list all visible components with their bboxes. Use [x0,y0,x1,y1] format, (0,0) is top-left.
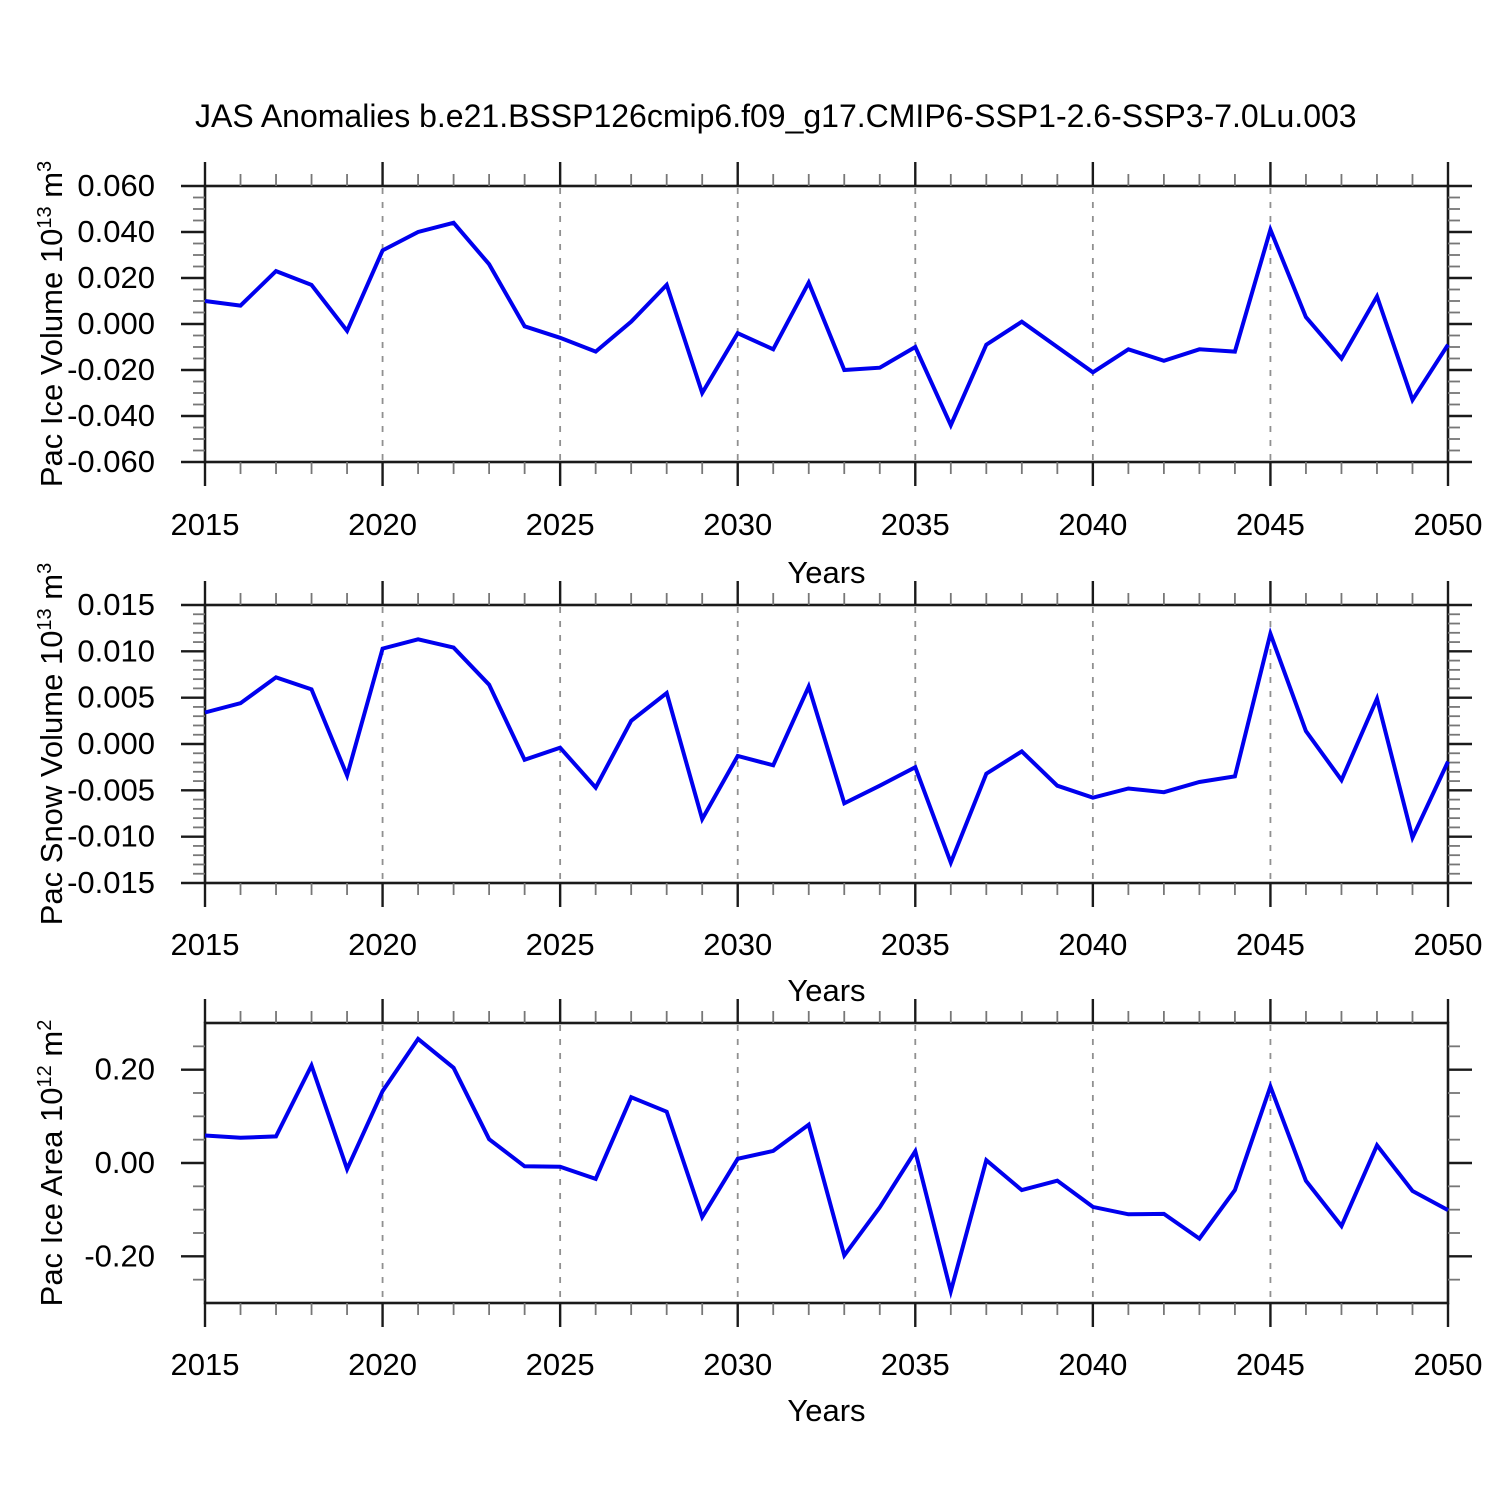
y-tick-label: 0.015 [77,587,155,622]
x-tick-label: 2015 [171,1347,240,1382]
y-tick-label: 0.040 [77,214,155,249]
x-tick-label: 2020 [348,1347,417,1382]
pac_ice_area-line [204,1035,1449,1300]
pac_snow_volume-line [204,626,1450,869]
x-tick-label: 2045 [1236,507,1305,542]
x-tick-label: 2025 [526,507,595,542]
y-tick-label: -0.040 [67,398,155,433]
x-tick-label: 2045 [1236,927,1305,962]
x-tick-label: 2025 [526,1347,595,1382]
y-tick-label: -0.010 [67,819,155,854]
y-tick-label: 0.000 [77,306,155,341]
x-tick-label: 2050 [1414,927,1483,962]
y-tick-label: -0.015 [67,865,155,900]
y-tick-label: 0.060 [77,168,155,203]
y-tick-label: 0.020 [77,260,155,295]
x-tick-label: 2030 [703,507,772,542]
x-tick-label: 2040 [1058,507,1127,542]
y-tick-label: 0.000 [77,726,155,761]
y-tick-label: -0.20 [84,1238,155,1273]
x-tick-label: 2035 [881,927,950,962]
y-tick-label: 0.00 [95,1145,155,1180]
y-tick-label: 0.005 [77,680,155,715]
x-axis-label: Years [787,1393,865,1428]
y-tick-label: 0.20 [95,1052,155,1087]
chart-title: JAS Anomalies b.e21.BSSP126cmip6.f09_g17… [195,98,1357,134]
x-tick-label: 2040 [1058,1347,1127,1382]
plot-frame [203,1021,1450,1305]
x-tick-label: 2035 [881,1347,950,1382]
y-tick-label: -0.060 [67,444,155,479]
x-tick-label: 2030 [703,1347,772,1382]
x-tick-label: 2050 [1414,1347,1483,1382]
y-tick-label: 0.010 [77,633,155,668]
x-axis-label: Years [787,973,865,1008]
x-tick-label: 2045 [1236,1347,1305,1382]
x-tick-label: 2030 [703,927,772,962]
x-tick-label: 2015 [171,507,240,542]
y-tick-label: -0.005 [67,772,155,807]
x-tick-label: 2025 [526,927,595,962]
x-tick-label: 2020 [348,927,417,962]
x-tick-label: 2040 [1058,927,1127,962]
x-tick-label: 2050 [1414,507,1483,542]
pac_ice_volume-line [204,220,1450,431]
x-tick-label: 2015 [171,927,240,962]
x-axis-label: Years [787,555,865,590]
x-tick-label: 2035 [881,507,950,542]
y-tick-label: -0.020 [67,352,155,387]
x-tick-label: 2020 [348,507,417,542]
